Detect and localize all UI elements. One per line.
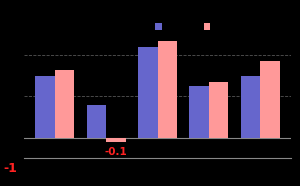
Bar [35, 76, 55, 137]
Text: -0.1: -0.1 [104, 147, 127, 157]
Text: -1: -1 [3, 162, 17, 175]
Bar [189, 86, 209, 137]
Bar [87, 105, 106, 137]
Bar [55, 70, 74, 137]
Bar [241, 76, 260, 137]
Bar [260, 61, 280, 137]
Bar [138, 47, 158, 137]
Bar [204, 23, 210, 30]
Bar [106, 137, 126, 142]
Bar [155, 23, 162, 30]
Bar [158, 41, 177, 137]
Bar [209, 82, 228, 137]
